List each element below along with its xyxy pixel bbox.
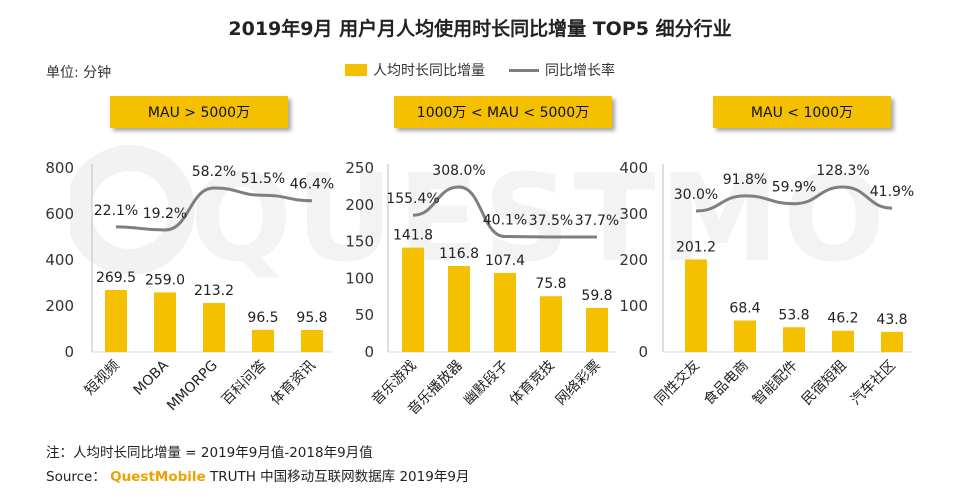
growth-label: 128.3% [816,163,869,179]
bar-value-label: 59.8 [581,288,612,304]
bar-value-label: 116.8 [439,246,479,262]
growth-line-3 [695,185,893,213]
bar [494,272,516,352]
bar [783,327,805,352]
growth-line-1 [115,186,313,232]
y-tick-label: 200 [345,196,374,214]
x-category-label: 民宿短租 [798,357,850,409]
bar [252,329,274,352]
growth-label: 19.2% [143,206,187,222]
y-tick-label: 0 [64,343,74,361]
bar-value-label: 53.8 [778,307,809,323]
bar [734,320,756,352]
bar [881,331,903,352]
source-brand: QuestMobile [110,469,206,485]
x-category-label: 幽默段子 [461,358,512,409]
legend-bar-swatch [345,64,367,76]
source-prefix: Source： [46,469,106,485]
legend-line-swatch [509,68,539,72]
bar [685,259,707,352]
bar [586,307,608,352]
bar-value-label: 269.5 [96,270,136,286]
y-tick-label: 250 [345,159,374,177]
bar-value-label: 95.8 [296,310,327,326]
source-suffix: TRUTH 中国移动互联网数据库 2019年9月 [209,469,470,485]
y-tick-label: 200 [45,297,74,315]
y-tick-label: 0 [364,343,374,361]
bar [832,330,854,352]
y-tick-label: 0 [638,343,648,361]
bar-value-label: 213.2 [194,283,234,299]
bar-value-label: 75.8 [535,276,566,292]
growth-label: 40.1% [483,213,527,229]
growth-label: 41.9% [870,184,914,200]
y-tick-label: 150 [345,233,374,251]
legend-line-label: 同比增长率 [545,63,615,79]
growth-label: 58.2% [192,164,236,180]
y-tick-label: 400 [45,251,74,269]
y-tick-label: 400 [619,159,648,177]
y-tick-label: 100 [619,297,648,315]
bar [154,292,176,352]
banner-group-2: 1000万 < MAU < 5000万 [394,96,612,128]
chart-title: 2019年9月 用户月人均使用时长同比增量 TOP5 细分行业 [228,18,732,40]
x-category-label: 短视频 [82,358,123,399]
bar [301,329,323,352]
x-category-label: MOBA [131,357,173,399]
bar [402,247,424,352]
y-tick-label: 100 [345,269,374,287]
bar-value-label: 107.4 [485,253,525,269]
y-tick-label: 50 [355,306,374,324]
bar [105,290,127,352]
legend: 人均时长同比增量 同比增长率 [345,60,615,80]
bar-value-label: 43.8 [876,312,907,328]
x-category-label: 网络彩票 [553,358,604,409]
legend-bar-label: 人均时长同比增量 [373,63,485,79]
growth-label: 308.0% [432,163,485,179]
bar [448,266,470,352]
growth-label: 37.7% [575,213,619,229]
footnote: 注：人均时长同比增量 = 2019年9月值-2018年9月值 [46,445,373,461]
bar [540,296,562,352]
x-category-label: 食品电商 [700,357,752,409]
bar-value-label: 201.2 [676,239,716,255]
bar-value-label: 141.8 [393,228,433,244]
bar-value-label: 46.2 [827,311,858,327]
bar-value-label: 259.0 [145,272,185,288]
growth-label: 22.1% [94,203,138,219]
x-category-label: 体育竞技 [506,357,558,409]
y-tick-label: 300 [619,205,648,223]
growth-label: 46.4% [290,177,334,193]
bar [203,302,225,352]
y-tick-label: 600 [45,205,74,223]
growth-line-2 [412,185,598,239]
growth-label: 59.9% [772,180,816,196]
y-tick-label: 800 [45,159,74,177]
x-category-label: 百科问答 [218,357,270,409]
growth-label: 155.4% [386,191,439,207]
y-tick-label: 200 [619,251,648,269]
growth-label: 30.0% [674,187,718,203]
x-category-label: 汽车社区 [847,357,899,409]
bar-value-label: 96.5 [247,310,278,326]
x-category-label: 智能配件 [750,358,801,409]
x-category-label: MMORPG [164,358,221,415]
growth-label: 37.5% [529,213,573,229]
x-category-label: 同性交友 [651,357,703,409]
banner-group-1: MAU > 5000万 [110,96,288,128]
bar-value-label: 68.4 [729,301,760,317]
growth-label: 51.5% [241,171,285,187]
growth-label: 91.8% [723,172,767,188]
banner-group-3: MAU < 1000万 [713,96,891,128]
unit-label: 单位: 分钟 [46,65,112,81]
source-line: Source： QuestMobile TRUTH 中国移动互联网数据库 201… [46,465,469,485]
x-category-label: 体育资讯 [268,358,319,409]
